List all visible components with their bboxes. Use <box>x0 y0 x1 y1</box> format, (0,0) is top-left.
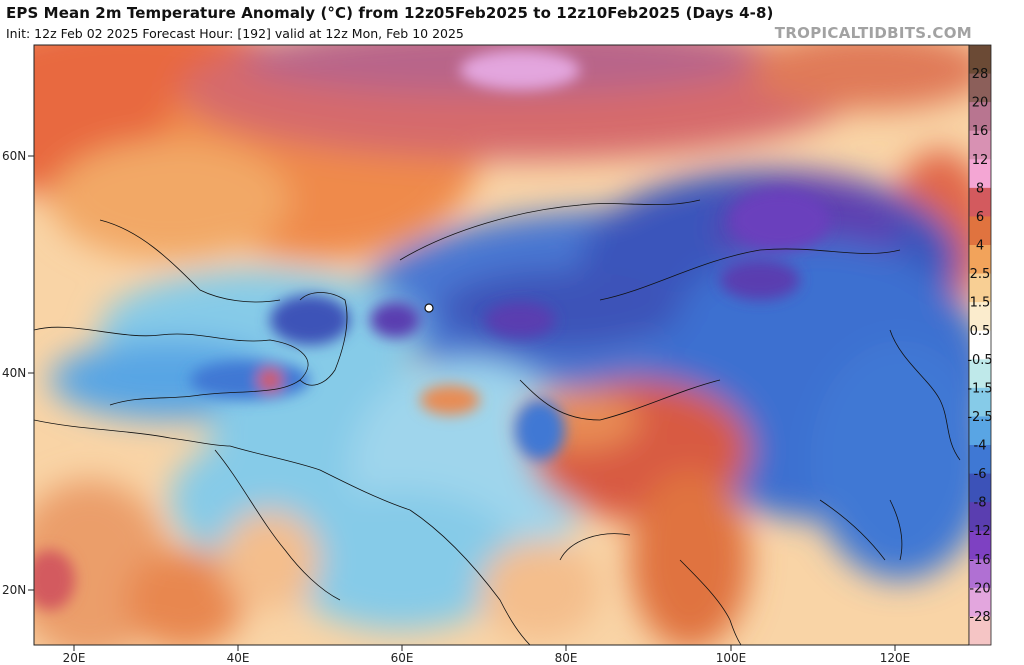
colorbar-label: -1.5 <box>967 381 992 396</box>
colorbar-swatch <box>969 187 991 217</box>
colorbar-swatch <box>969 273 991 303</box>
colorbar-label: 0.5 <box>970 324 991 339</box>
colorbar-swatch <box>969 73 991 103</box>
colorbar-label: 1.5 <box>970 296 991 311</box>
lat-label-40n: 40N <box>2 366 26 380</box>
colorbar-label: -2.5 <box>967 410 992 425</box>
colorbar-label: 16 <box>972 124 989 139</box>
colorbar-label: -16 <box>969 553 990 568</box>
colorbar-swatch <box>969 445 991 475</box>
colorbar-label: 8 <box>976 181 984 196</box>
colorbar-swatch <box>969 102 991 132</box>
colorbar-swatch <box>969 245 991 275</box>
lat-label-20n: 20N <box>2 583 26 597</box>
lon-label-80e: 80E <box>555 651 578 665</box>
lon-label-20e: 20E <box>63 651 86 665</box>
anomaly-field <box>34 45 969 645</box>
colorbar-swatch <box>969 359 991 389</box>
colorbar-swatch <box>969 473 991 503</box>
colorbar-label: -12 <box>969 524 990 539</box>
colorbar-label: -4 <box>974 439 987 454</box>
colorbar-swatch <box>969 559 991 589</box>
colorbar-swatch <box>969 530 991 560</box>
colorbar-label: 2.5 <box>970 267 991 282</box>
colorbar-swatch <box>969 502 991 532</box>
colorbar-swatch <box>969 159 991 189</box>
colorbar-label: -28 <box>969 610 990 625</box>
latitude-axis: 60N 40N 20N <box>2 149 34 597</box>
map-title: EPS Mean 2m Temperature Anomaly (°C) fro… <box>6 4 774 22</box>
colorbar: 28 20 16 12 8 6 4 2.5 1.5 0.5 -0.5 -1.5 -2.5 -4 -6 -8 -1… <box>967 44 993 646</box>
colorbar-swatch <box>969 45 991 75</box>
map-subtitle: Init: 12z Feb 02 2025 Forecast Hour: [19… <box>6 26 464 41</box>
lon-label-40e: 40E <box>227 651 250 665</box>
colorbar-label: 12 <box>972 153 989 168</box>
colorbar-label: -0.5 <box>967 353 992 368</box>
colorbar-swatch <box>969 216 991 246</box>
colorbar-label: 20 <box>972 96 989 111</box>
colorbar-label: 6 <box>976 210 984 225</box>
colorbar-swatch <box>969 330 991 360</box>
longitude-axis: 20E 40E 60E 80E 100E 120E <box>63 645 911 665</box>
lon-label-60e: 60E <box>391 651 414 665</box>
lon-label-120e: 120E <box>880 651 911 665</box>
lat-label-60n: 60N <box>2 149 26 163</box>
colorbar-label: 4 <box>976 239 984 254</box>
colorbar-swatch <box>969 130 991 160</box>
coastlines <box>34 199 961 645</box>
brand-watermark: TROPICALTIDBITS.COM <box>774 24 972 42</box>
colorbar-label: 28 <box>972 67 989 82</box>
colorbar-frame <box>968 44 992 646</box>
colorbar-label: -8 <box>974 496 987 511</box>
colorbar-label: -6 <box>974 467 987 482</box>
colorbar-swatch <box>969 416 991 446</box>
colorbar-swatch <box>969 616 991 646</box>
colorbar-swatch <box>969 587 991 617</box>
colorbar-label: -20 <box>969 581 990 596</box>
lon-label-100e: 100E <box>716 651 747 665</box>
colorbar-swatch <box>969 302 991 332</box>
colorbar-swatch <box>969 387 991 417</box>
